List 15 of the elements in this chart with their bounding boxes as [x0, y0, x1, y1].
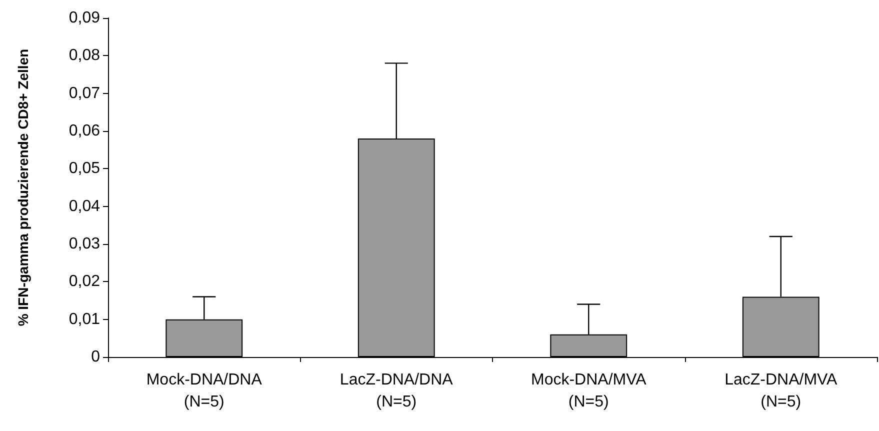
x-tick-label: Mock-DNA/DNA (N=5): [146, 372, 262, 410]
y-tick-label: 0,09: [68, 10, 100, 26]
y-tick-label: 0,01: [68, 310, 100, 328]
x-tick-label: LacZ-DNA/DNA (N=5): [340, 372, 454, 410]
y-tick-label: 0,08: [68, 47, 100, 64]
x-tick-label: Mock-DNA/MVA (N=5): [530, 372, 647, 410]
y-tick-label: 0,03: [68, 236, 100, 252]
y-axis-title: % IFN-gamma produzierende CD8+ Zellen: [15, 48, 31, 326]
y-tick-label: 0,07: [68, 84, 100, 102]
y-tick-label: 0: [91, 348, 100, 366]
y-tick-label: 0,05: [68, 160, 100, 178]
y-tick-label: 0,04: [68, 198, 100, 215]
y-tick-label: 0,02: [68, 273, 100, 290]
x-tick-label: LacZ-DNA/MVA (N=5): [724, 372, 838, 410]
y-tick-label: 0,06: [68, 122, 100, 140]
